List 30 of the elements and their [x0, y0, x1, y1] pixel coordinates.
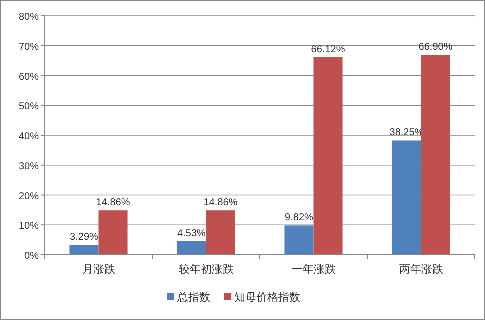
y-tick-label: 20% [18, 191, 40, 202]
data-label: 14.86% [96, 198, 130, 209]
bar [421, 55, 450, 255]
y-tick-label: 50% [18, 102, 40, 113]
data-label: 38.25% [390, 128, 424, 139]
y-tick-label: 80% [18, 12, 40, 23]
y-tick-label: 30% [18, 161, 40, 172]
bar [314, 57, 343, 255]
bar [284, 226, 314, 255]
y-tick-label: 70% [18, 42, 40, 53]
x-tick-label: 较年初涨跌 [178, 263, 234, 276]
bar [70, 245, 99, 255]
data-label: 3.29% [70, 232, 99, 244]
data-label: 14.86% [204, 198, 238, 209]
x-tick-label: 一年涨跌 [292, 264, 336, 276]
data-label: 9.82% [285, 212, 314, 224]
legend-label: 知母价格指数 [234, 292, 300, 304]
y-tick-label: 0% [24, 251, 40, 262]
y-tick-label: 10% [18, 221, 40, 232]
x-tick-label: 两年涨跌 [399, 264, 444, 276]
x-tick-label: 月涨跌 [82, 264, 116, 276]
y-tick-label: 40% [18, 132, 40, 142]
data-label: 66.12% [311, 44, 346, 56]
bar [177, 241, 206, 255]
legend-label: 总指数 [176, 291, 210, 304]
y-tick-label: 60% [18, 72, 40, 83]
bar [98, 210, 128, 255]
bar [392, 140, 422, 255]
data-label: 4.53% [178, 228, 206, 240]
bar [206, 210, 236, 255]
